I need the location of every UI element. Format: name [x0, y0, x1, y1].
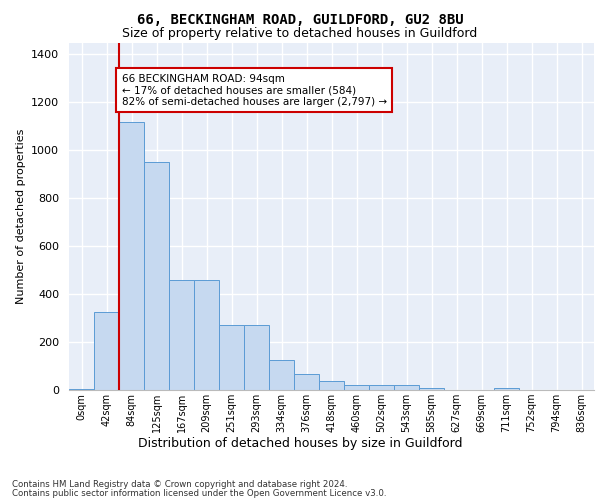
- Bar: [69, 389, 94, 390]
- Bar: [269, 360, 294, 390]
- Bar: [369, 385, 394, 390]
- Bar: [194, 280, 219, 390]
- Text: Size of property relative to detached houses in Guildford: Size of property relative to detached ho…: [122, 28, 478, 40]
- Bar: [169, 280, 194, 390]
- Y-axis label: Number of detached properties: Number of detached properties: [16, 128, 26, 304]
- Bar: [319, 381, 344, 390]
- Bar: [394, 385, 419, 390]
- Text: Contains HM Land Registry data © Crown copyright and database right 2024.: Contains HM Land Registry data © Crown c…: [12, 480, 347, 489]
- Bar: [94, 312, 119, 390]
- Bar: [344, 385, 369, 390]
- Bar: [244, 326, 269, 390]
- Bar: [494, 388, 519, 390]
- Bar: [294, 374, 319, 390]
- Text: 66, BECKINGHAM ROAD, GUILDFORD, GU2 8BU: 66, BECKINGHAM ROAD, GUILDFORD, GU2 8BU: [137, 12, 463, 26]
- Text: 66 BECKINGHAM ROAD: 94sqm
← 17% of detached houses are smaller (584)
82% of semi: 66 BECKINGHAM ROAD: 94sqm ← 17% of detac…: [121, 74, 386, 107]
- Bar: [219, 326, 244, 390]
- Bar: [119, 122, 144, 390]
- Bar: [144, 162, 169, 390]
- Bar: [419, 388, 444, 390]
- Text: Distribution of detached houses by size in Guildford: Distribution of detached houses by size …: [138, 437, 462, 450]
- Text: Contains public sector information licensed under the Open Government Licence v3: Contains public sector information licen…: [12, 488, 386, 498]
